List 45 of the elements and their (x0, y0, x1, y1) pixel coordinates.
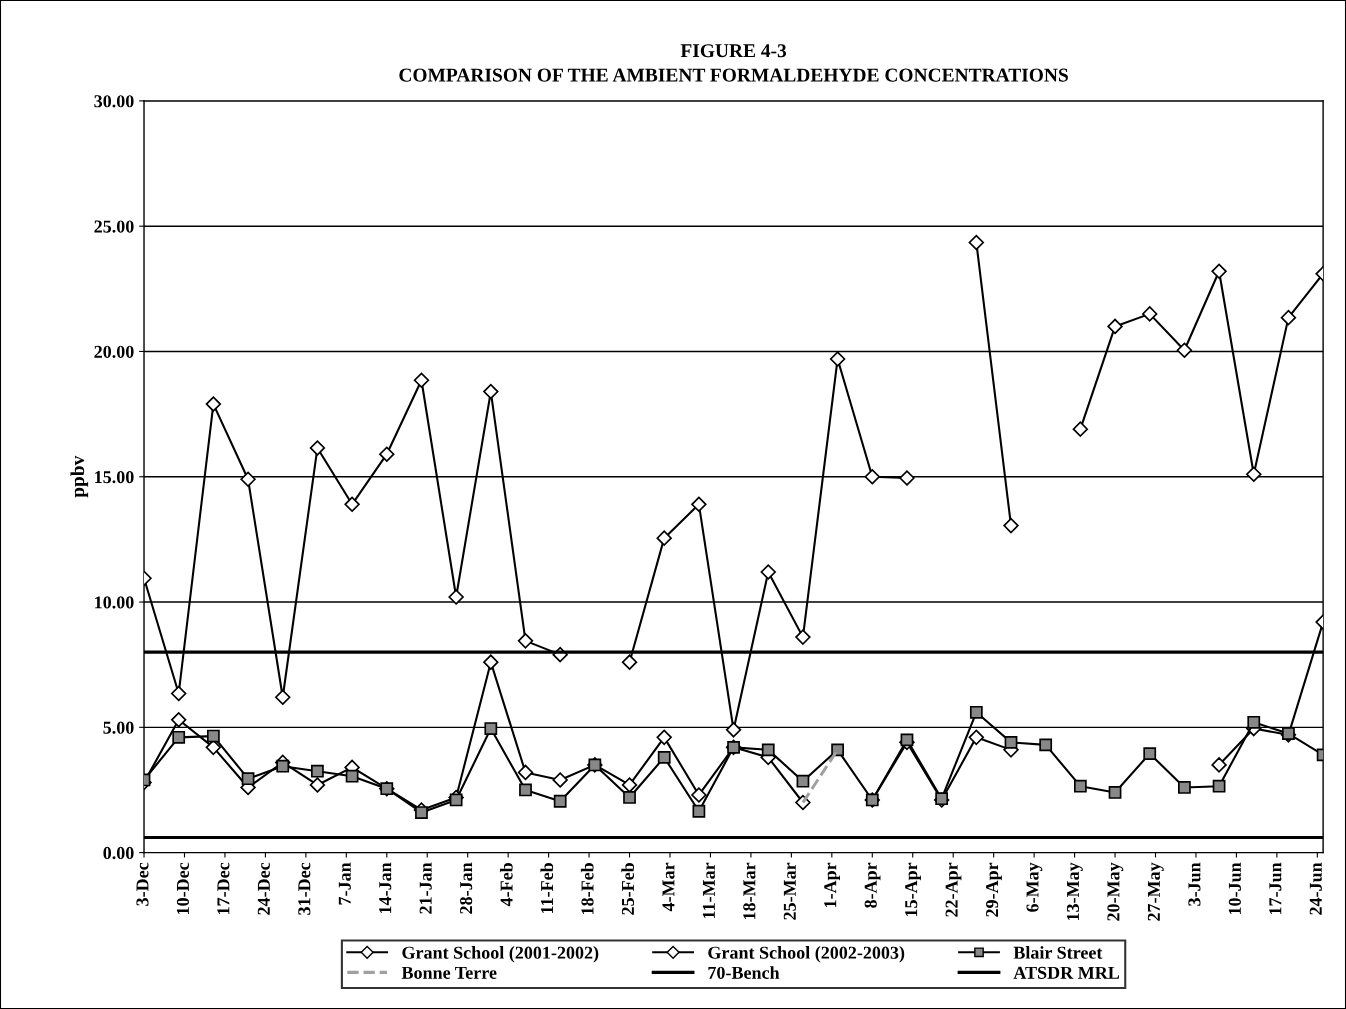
legend-label: Bonne Terre (401, 966, 497, 979)
x-tick-label: 8-Apr (864, 862, 881, 908)
x-tick-label: 31-Dec (298, 862, 311, 915)
x-tick-label: 3-Dec (136, 862, 149, 906)
x-tick-label: 11-Feb (540, 863, 554, 914)
x-tick-label: 24-Dec (257, 862, 270, 915)
x-tick-label: 18-Mar (743, 862, 756, 920)
x-tick-label: 6-May (1026, 862, 1043, 912)
x-tick-label: 4-Feb (499, 863, 513, 907)
x-tick-label: 21-Jan (419, 862, 432, 914)
y-tick-label: 15.00 (95, 471, 134, 484)
legend-label: 70-Bench (708, 966, 780, 979)
x-tick-label: 11-Mar (702, 862, 715, 919)
x-tick-label: 22-Apr (945, 862, 962, 917)
x-tick-label: 14-Jan (379, 862, 392, 914)
x-tick-label: 18-Feb (580, 863, 594, 915)
x-tick-label: 1-Apr (824, 862, 841, 908)
x-tick-label: 29-Apr (986, 862, 1002, 917)
x-tick-label: 4-Mar (662, 862, 675, 912)
x-tick-label: 25-Feb (621, 863, 635, 915)
y-tick-label: 25.00 (94, 220, 134, 233)
y-axis-title: ppbv (70, 455, 89, 498)
y-tick-label: 0.00 (103, 846, 134, 860)
legend-label: Blair Street (1013, 946, 1103, 959)
legend-label: ATSDR MRL (1013, 966, 1120, 979)
x-tick-label: 15-Apr (905, 862, 921, 917)
x-tick-label: 10-Jun (1228, 862, 1241, 915)
x-tick-label: 17-Dec (217, 862, 230, 915)
legend-label: Grant School (2002-2003) (708, 946, 905, 963)
x-tick-label: 17-Jun (1269, 862, 1282, 915)
y-tick-label: 10.00 (95, 596, 134, 609)
x-tick-label: 10-Dec (176, 862, 189, 915)
x-tick-label: 28-Jan (460, 862, 473, 914)
y-tick-label: 30.00 (94, 95, 134, 108)
x-tick-label: 24-Jun (1309, 862, 1322, 915)
chart-title: FIGURE 4-3 COMPARISON OF THE AMBIENT FORMALDEHYDE CONCENTRATIONS (399, 44, 1068, 82)
x-tick-label: 3-Jun (1188, 862, 1201, 906)
y-tick-label: 5.00 (103, 721, 134, 734)
x-tick-label: 20-May (1107, 862, 1124, 921)
legend-label: Grant School (2001-2002) (402, 946, 599, 963)
x-tick-label: 7-Jan (338, 862, 351, 905)
x-tick-label: 27-May (1147, 862, 1164, 921)
x-tick-label: 25-Mar (783, 862, 796, 920)
y-tick-label: 20.00 (94, 345, 134, 358)
x-tick-label: 13-May (1066, 862, 1083, 921)
